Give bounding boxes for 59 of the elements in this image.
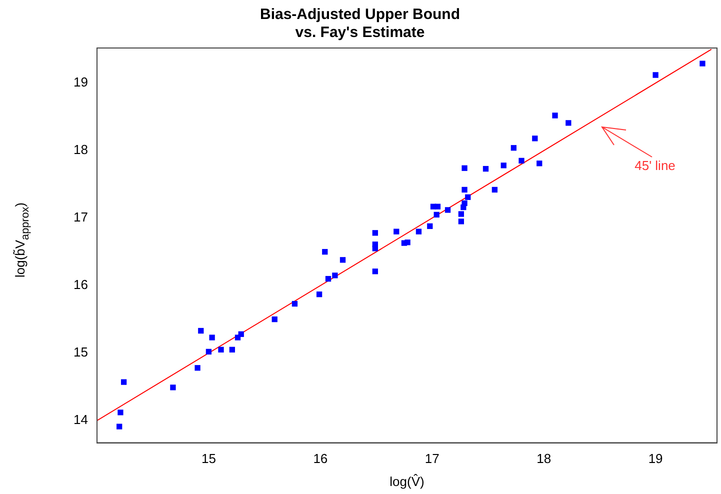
point [322,248,328,255]
x-tick-label: 15 [201,451,216,466]
point [325,276,332,282]
point [462,200,468,206]
point [482,166,489,172]
point [118,410,124,416]
y-tick-label: 18 [74,142,88,158]
chart-title: Bias-Adjusted Upper Bound vs. Fay's Estimate [260,6,460,42]
point [444,207,451,213]
point [404,240,410,246]
point [458,218,464,224]
point [518,158,524,164]
point [434,212,440,218]
point [292,300,298,307]
point [465,194,471,200]
point [372,230,378,236]
y-tick-label: 16 [74,277,88,292]
point [458,211,464,217]
point [462,186,468,193]
point [552,112,558,118]
point [206,348,212,355]
point [536,160,542,166]
point [198,328,204,334]
point [700,60,706,66]
point [510,145,517,151]
point [500,162,506,168]
point [416,228,422,234]
point [209,334,215,340]
point [372,242,378,248]
point [372,268,378,274]
x-tick-label: 17 [424,451,440,466]
point [332,272,338,278]
point [340,257,346,263]
x-tick-label: 16 [313,451,328,466]
point [532,136,538,142]
point [462,165,468,171]
y-tick-label: 15 [74,344,88,360]
x-tick-label: 18 [536,451,552,466]
point [170,384,176,390]
point [652,72,658,78]
point [120,379,127,385]
point [427,223,433,229]
y-tick-label: 17 [74,210,88,225]
annotation: 45' line [634,158,676,174]
point [238,331,244,337]
point [116,424,122,430]
x-axis-title: log(V̂) [390,474,424,489]
point [272,316,278,322]
point [434,204,441,210]
y-tick-label: 19 [74,74,88,90]
point [566,120,572,126]
point [492,186,498,193]
point [316,292,322,298]
y-tick-label: 14 [74,412,88,428]
point [194,365,200,371]
x-tick-label: 19 [648,451,663,466]
point [229,346,235,352]
point [218,346,224,352]
point [394,228,400,234]
